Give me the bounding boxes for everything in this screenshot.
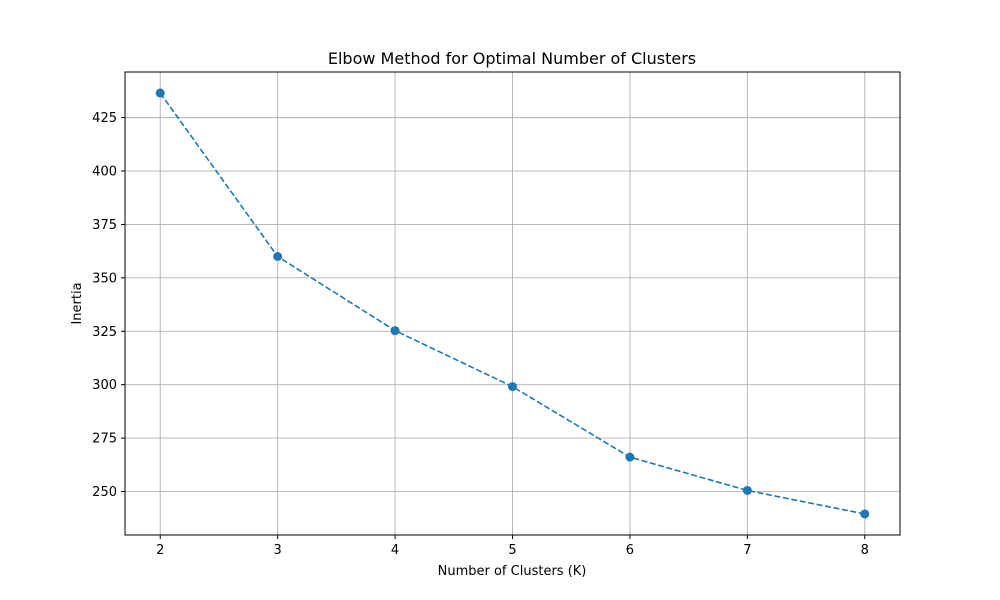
data-point [742, 485, 752, 495]
y-tick-label: 325 [92, 325, 117, 340]
tick-layer: 2 3 4 5 6 7 8 250 275 300 325 350 375 400 425 [92, 111, 869, 558]
x-tick-label: 4 [391, 543, 399, 558]
data-point [155, 88, 165, 98]
data-point [860, 509, 870, 519]
y-tick-label: 375 [92, 218, 117, 233]
y-tick-label: 275 [92, 432, 117, 447]
y-axis-label: Inertia [70, 282, 85, 324]
data-point [273, 251, 283, 261]
data-point [390, 326, 400, 336]
y-tick-label: 400 [92, 165, 117, 180]
x-axis-label: Number of Clusters (K) [438, 564, 587, 579]
y-tick-label: 250 [92, 485, 117, 500]
data-point [508, 382, 517, 392]
x-tick-label: 2 [156, 543, 164, 558]
x-tick-label: 7 [743, 543, 751, 558]
chart-title: Elbow Method for Optimal Number of Clust… [328, 49, 696, 68]
x-tick-label: 5 [508, 543, 516, 558]
x-tick-label: 3 [274, 543, 282, 558]
x-tick-label: 6 [626, 543, 634, 558]
y-tick-label: 300 [92, 378, 117, 393]
series-layer [155, 88, 870, 519]
data-point [625, 452, 635, 462]
grid-layer [125, 72, 900, 535]
y-tick-label: 425 [92, 111, 117, 126]
y-tick-label: 350 [92, 271, 117, 286]
x-tick-label: 8 [861, 543, 869, 558]
